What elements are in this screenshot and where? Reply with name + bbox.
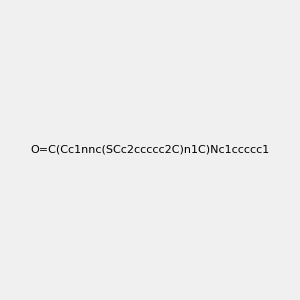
Text: O=C(Cc1nnc(SCc2ccccc2C)n1C)Nc1ccccc1: O=C(Cc1nnc(SCc2ccccc2C)n1C)Nc1ccccc1: [30, 145, 270, 155]
